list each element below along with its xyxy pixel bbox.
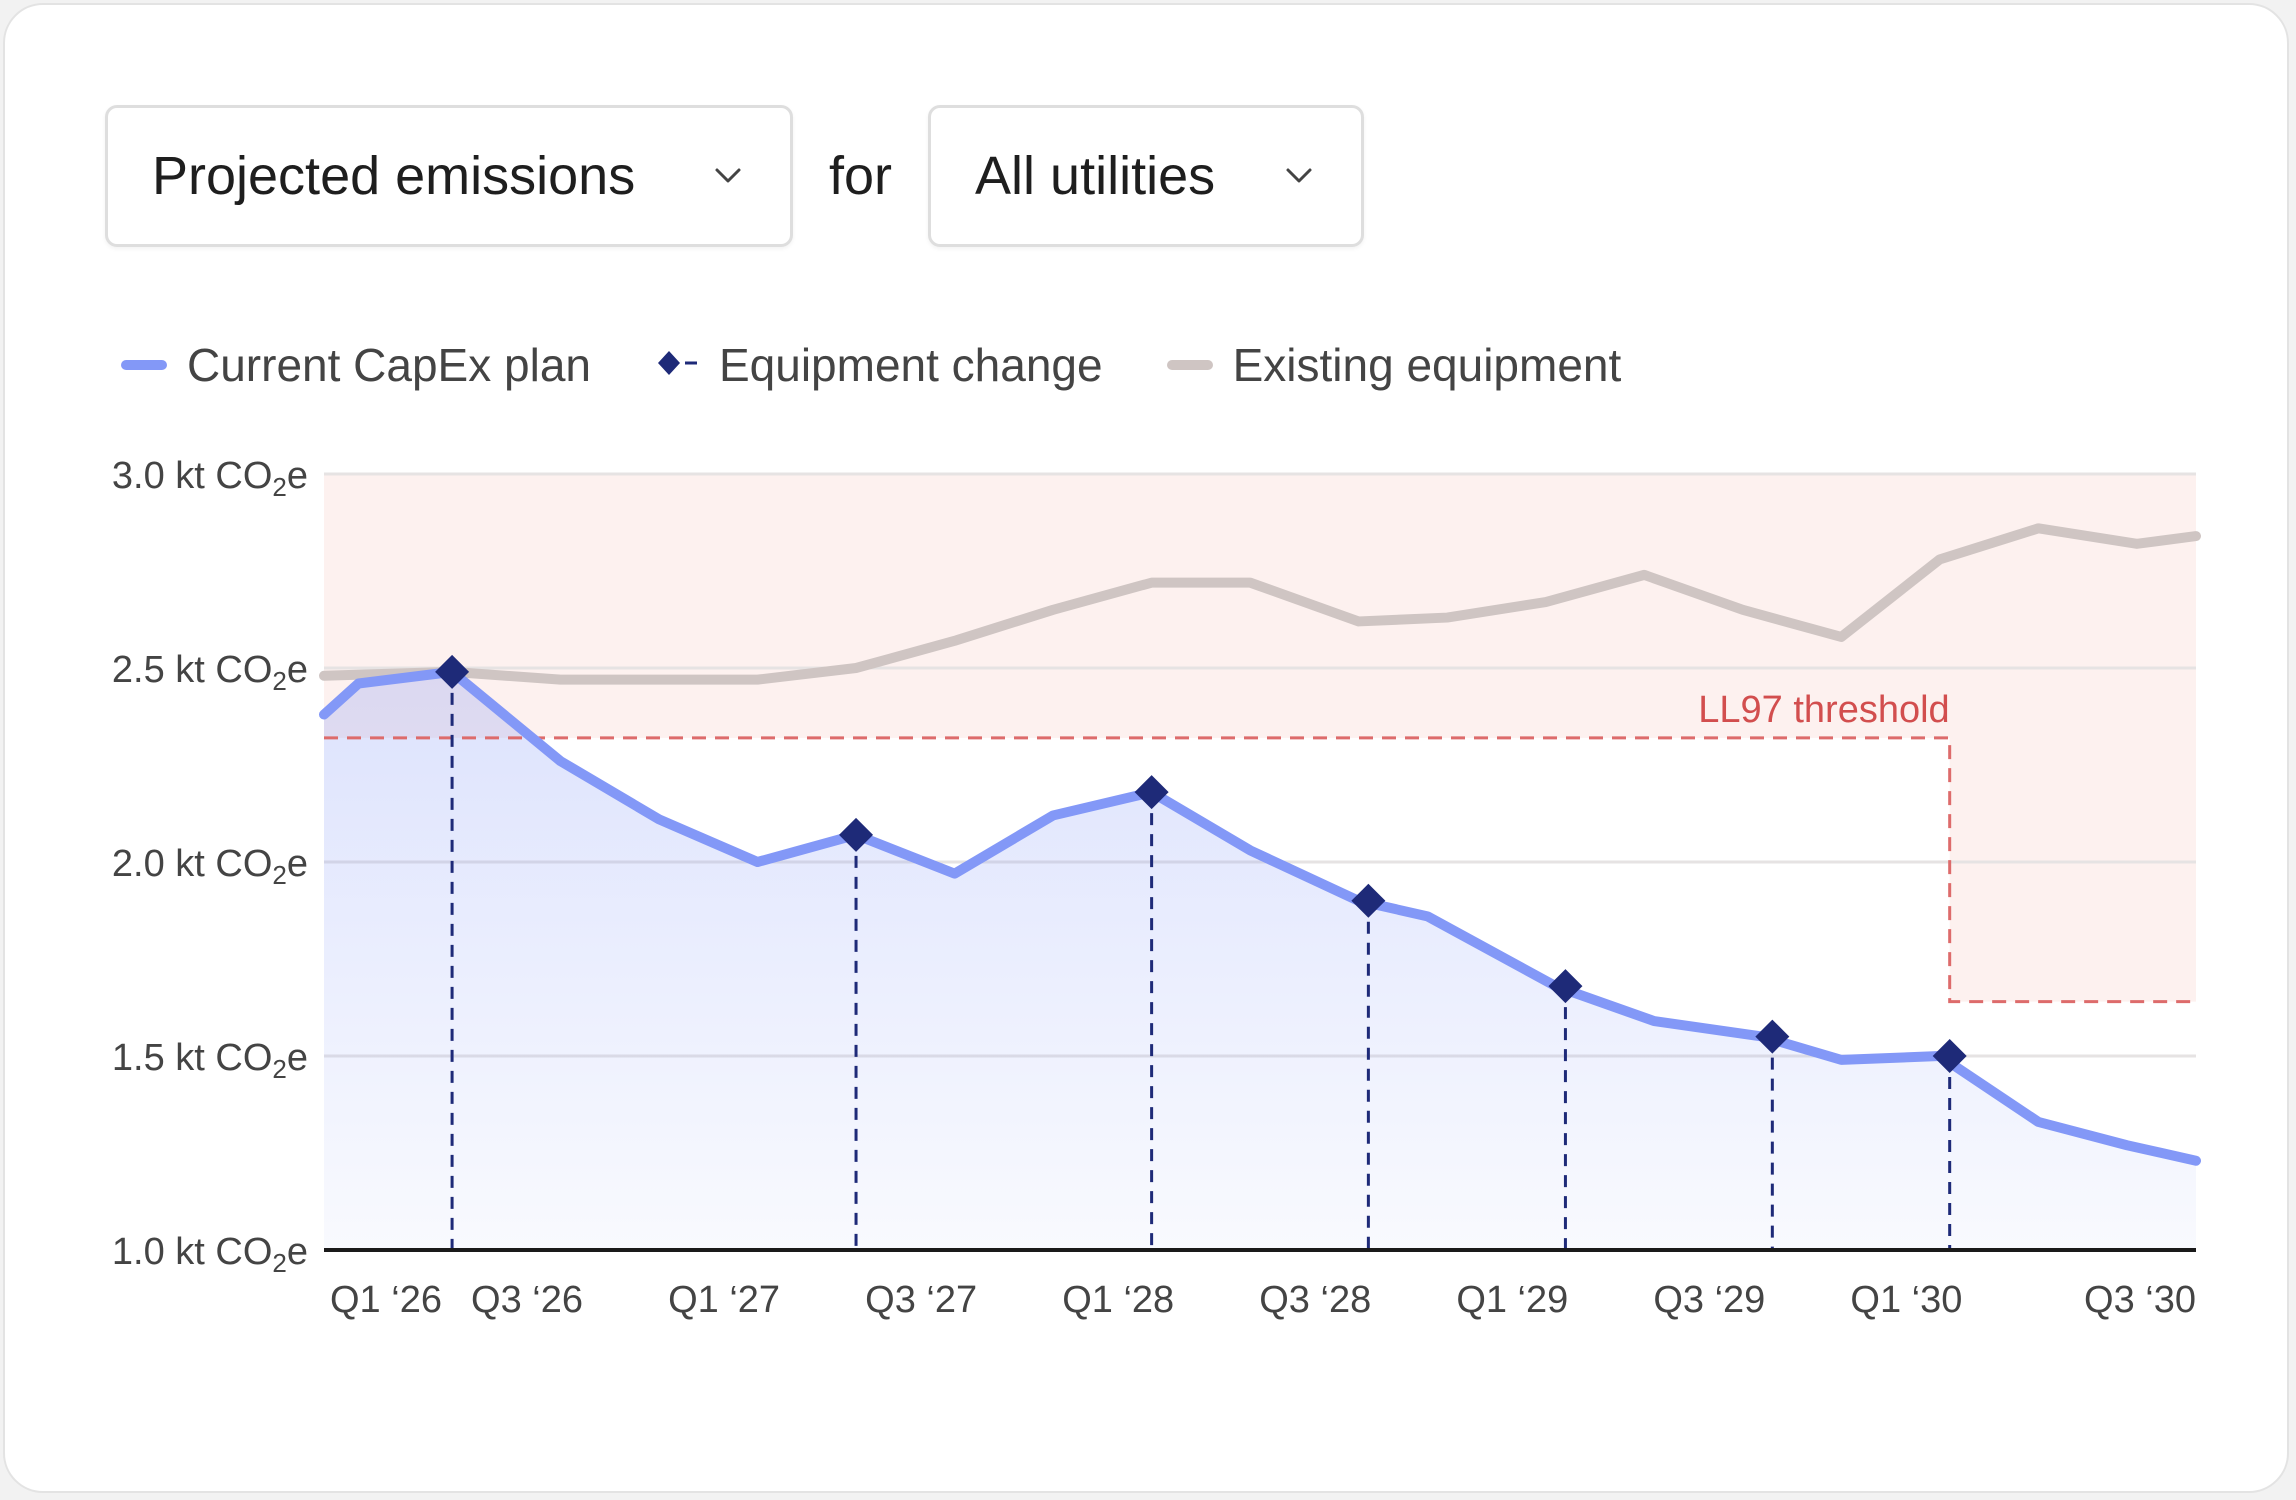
connector-text: for [829, 146, 893, 206]
x-tick-label: Q3 ‘30 [2084, 1279, 2196, 1321]
y-tick-subscript: 2 [272, 472, 286, 502]
equipment-change-marker [1932, 1039, 1967, 1073]
threshold-line [324, 736, 2196, 1004]
y-tick-subscript: 2 [272, 1054, 286, 1084]
y-tick-main: 1.5 kt CO [112, 1037, 273, 1079]
x-tick-label: Q3 ‘26 [471, 1279, 583, 1321]
y-tick-main: 2.0 kt CO [112, 843, 273, 885]
legend-label-equipment-change: Equipment change [718, 339, 1103, 391]
y-tick-label: 1.5 kt CO2e [112, 1037, 308, 1084]
legend-label-plan: Current CapEx plan [187, 339, 591, 391]
series-line-plan [319, 666, 2201, 1166]
y-tick-label: 3.0 kt CO2e [112, 455, 308, 502]
y-tick-subscript: 2 [272, 1248, 286, 1278]
equipment-change-marker [435, 654, 470, 689]
chevron-down-icon [710, 158, 746, 194]
x-tick-label: Q1 ‘27 [668, 1279, 780, 1321]
y-tick-label: 1.0 kt CO2e [112, 1231, 308, 1278]
legend-label-existing: Existing equipment [1232, 339, 1622, 391]
threshold-label: LL97 threshold [1698, 689, 1949, 731]
plan-area [324, 671, 2196, 1250]
x-tick-label: Q3 ‘29 [1653, 1279, 1765, 1321]
utility-dropdown-label: All utilities [975, 146, 1216, 206]
equipment-change-marker [1351, 883, 1386, 918]
y-tick-tail: e [287, 1231, 308, 1273]
metric-dropdown-label: Projected emissions [152, 146, 636, 206]
plan-swatch [121, 360, 167, 370]
x-tick-label: Q1 ‘29 [1456, 1279, 1568, 1321]
legend-item-plan[interactable]: Current CapEx plan [121, 338, 591, 392]
existing-swatch [1166, 360, 1213, 370]
y-tick-subscript: 2 [272, 860, 286, 890]
equipment-change-marker [1755, 1019, 1790, 1054]
y-tick-subscript: 2 [272, 666, 286, 696]
utility-dropdown[interactable]: All utilities [928, 105, 1365, 247]
x-tick-label: Q3 ‘27 [865, 1279, 977, 1321]
y-tick-label: 2.5 kt CO2e [112, 649, 308, 696]
legend-item-equipment-change[interactable]: Equipment change [655, 338, 1103, 392]
x-tick-label: Q1 ‘30 [1850, 1279, 1962, 1321]
legend-item-existing[interactable]: Existing equipment [1166, 338, 1622, 392]
y-tick-main: 2.5 kt CO [112, 649, 273, 691]
chart-legend: Current CapEx plan Equipment change Exis… [121, 335, 1685, 395]
diamond-marker-icon [655, 348, 701, 383]
chevron-down-icon [1281, 158, 1317, 194]
x-tick-label: Q1 ‘26 [330, 1279, 442, 1321]
y-tick-main: 3.0 kt CO [112, 455, 273, 497]
x-tick-label: Q1 ‘28 [1062, 1279, 1174, 1321]
metric-dropdown[interactable]: Projected emissions [105, 105, 793, 247]
y-tick-tail: e [287, 649, 308, 691]
equipment-change-marker [839, 817, 874, 852]
y-tick-label: 2.0 kt CO2e [112, 843, 308, 890]
y-tick-tail: e [287, 455, 308, 497]
x-tick-label: Q3 ‘28 [1259, 1279, 1371, 1321]
y-tick-tail: e [287, 843, 308, 885]
y-tick-tail: e [287, 1037, 308, 1079]
equipment-change-marker [1548, 969, 1583, 1004]
series-line-existing [319, 523, 2201, 685]
y-tick-main: 1.0 kt CO [112, 1231, 273, 1273]
equipment-change-marker [1134, 775, 1169, 810]
chart-controls: Projected emissions for All utilities [105, 105, 1365, 247]
